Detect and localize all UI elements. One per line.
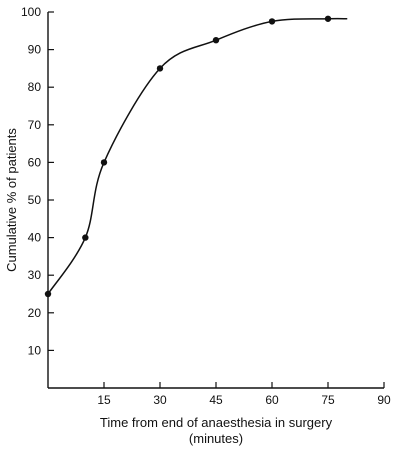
- y-tick-label-80: 80: [28, 80, 42, 94]
- cumulative-series-line: [47, 17, 348, 295]
- y-tick-label-90: 90: [28, 43, 42, 57]
- y-tick-label-50: 50: [28, 193, 42, 207]
- data-point-0: [44, 290, 52, 298]
- y-tick-label-100: 100: [21, 5, 41, 19]
- tick-layer: 15 30 45 60 75 90 10 20 30 40 50 60 70 80 90 100: [21, 5, 391, 407]
- x-axis-title-line-1: Time from end of anaesthesia in surgery: [100, 415, 333, 430]
- x-tick-label-90: 90: [377, 393, 391, 407]
- y-tick-label-70: 70: [28, 118, 42, 132]
- x-tick-label-75: 75: [321, 393, 335, 407]
- y-tick-label-20: 20: [28, 306, 42, 320]
- data-point-30: [156, 65, 164, 72]
- x-tick-label-15: 15: [97, 393, 111, 407]
- y-axis-title: Cumulative % of patients: [4, 128, 19, 272]
- y-tick-label-60: 60: [28, 155, 42, 169]
- x-tick-label-60: 60: [265, 393, 279, 407]
- data-point-10: [82, 234, 89, 241]
- y-tick-label-30: 30: [28, 268, 42, 282]
- data-point-15: [100, 159, 108, 166]
- y-tick-label-10: 10: [28, 343, 42, 357]
- axes: [47, 12, 384, 389]
- x-axis-title-line-2: (minutes): [189, 431, 243, 446]
- y-tick-label-40: 40: [28, 231, 42, 245]
- data-point-60: [268, 18, 276, 25]
- x-tick-label-45: 45: [209, 393, 223, 407]
- data-point-75: [324, 15, 332, 22]
- series-layer: [44, 15, 348, 298]
- x-tick-label-30: 30: [153, 393, 167, 407]
- data-point-45: [212, 37, 220, 44]
